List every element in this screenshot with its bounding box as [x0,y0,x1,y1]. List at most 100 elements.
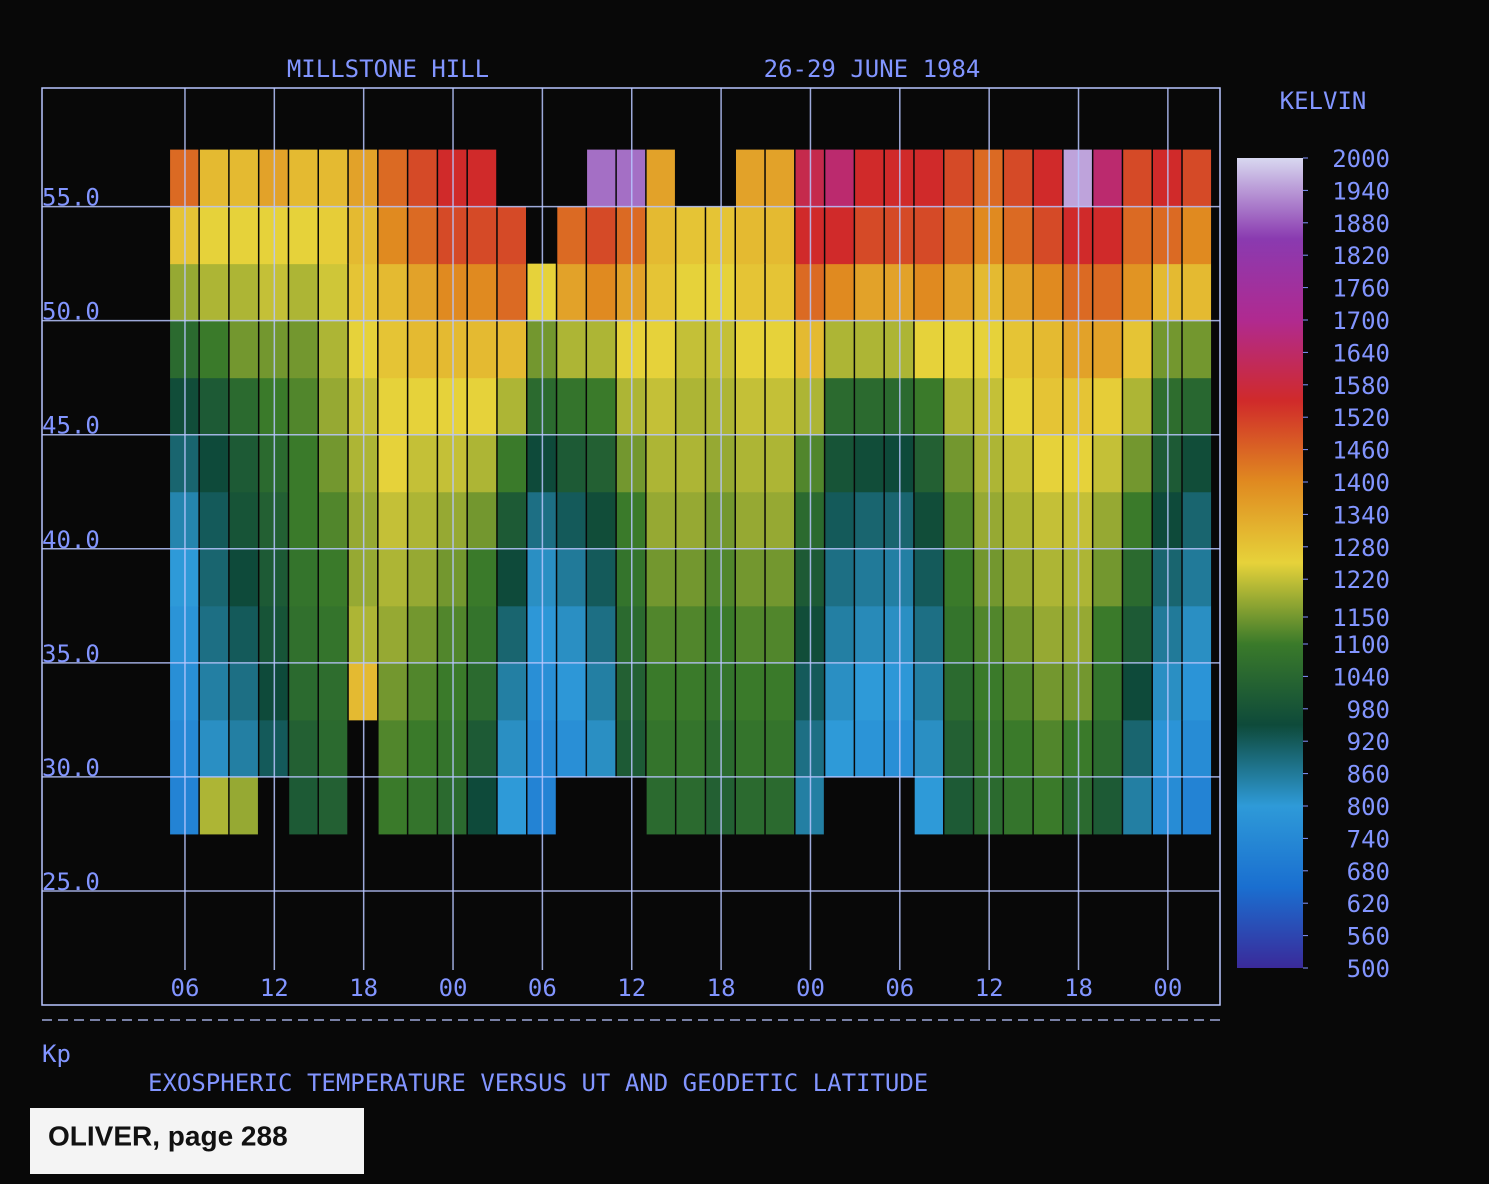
heat-cell [170,206,199,265]
heat-cell [497,548,526,607]
heat-cell [1182,776,1212,835]
heat-cell [408,719,437,778]
heat-cell [229,605,258,664]
heat-cell [1152,548,1182,607]
heat-cell [646,377,675,436]
heat-cell [1123,263,1152,322]
heat-cell [1123,320,1152,379]
heat-cell [170,719,199,778]
heat-cell [467,263,497,322]
heat-cell [1033,263,1063,322]
heat-cell [1182,377,1212,436]
heat-cell [646,719,675,778]
heat-cell [497,719,526,778]
heat-cell [170,776,199,835]
colorbar-tick-label: 1580 [1332,372,1390,400]
heat-cell [1004,377,1033,436]
heat-cell [1152,434,1182,493]
heat-cell [765,662,795,721]
x-tick-label: 06 [885,974,914,1002]
heat-cell [408,206,437,265]
heat-cell [378,149,407,208]
heat-cell [855,206,884,265]
heat-cell [1063,149,1092,208]
x-tick-label: 00 [796,974,825,1002]
colorbar-tick-label: 740 [1347,825,1390,853]
heat-cell [229,320,258,379]
heat-cell [795,662,824,721]
heat-cell [199,434,229,493]
heat-cell [825,320,854,379]
heat-cell [735,491,765,550]
heat-cell [378,662,407,721]
heat-cell [199,548,229,607]
heat-cell [497,605,526,664]
heat-cell [289,605,318,664]
heat-cell [557,206,586,265]
heat-cell [170,149,199,208]
heat-cell [199,605,229,664]
heat-cell [319,776,348,835]
heat-cell [855,719,884,778]
heat-cell [1123,206,1152,265]
colorbar-tick-label: 1340 [1332,501,1390,529]
heat-cell [765,491,795,550]
heat-cell [199,491,229,550]
heat-cell [289,149,318,208]
heat-cell [289,491,318,550]
heat-cell [497,662,526,721]
heat-cell [1152,377,1182,436]
heat-cell [1093,491,1122,550]
heat-cell [1004,548,1033,607]
heat-cell [944,149,973,208]
heat-cell [587,206,616,265]
heat-cell [170,377,199,436]
heat-cell [1123,548,1152,607]
heat-cell [944,206,973,265]
heat-cell [1123,719,1152,778]
heat-cell [378,377,407,436]
heat-cell [408,776,437,835]
heat-cell [944,719,973,778]
heat-cell [795,776,824,835]
heat-cell [289,719,318,778]
heat-cell [735,548,765,607]
heat-cell [944,320,973,379]
heat-cell [914,149,943,208]
heat-cell [765,776,795,835]
kp-label: Kp [42,1040,71,1068]
colorbar-tick-label: 1150 [1332,604,1390,632]
heat-cell [676,377,705,436]
heat-cell [676,605,705,664]
x-tick-label: 18 [1064,974,1093,1002]
heat-cell [735,149,765,208]
heat-cell [587,377,616,436]
colorbar-tick-label: 860 [1347,761,1390,789]
heat-cell [408,320,437,379]
heat-cell [170,491,199,550]
heat-cell [1152,662,1182,721]
heat-cell [229,434,258,493]
heat-cell [199,377,229,436]
heat-cell [408,263,437,322]
heat-cell [319,662,348,721]
heat-cell [825,491,854,550]
heat-cell [229,377,258,436]
heat-cell [199,263,229,322]
heat-cell [170,662,199,721]
heat-cell [408,149,437,208]
heat-cell [914,662,943,721]
heat-cell [1063,776,1092,835]
heat-cell [467,491,497,550]
heat-cell [1033,719,1063,778]
heat-cell [944,491,973,550]
heat-cell [1182,149,1212,208]
heat-cell [319,434,348,493]
heat-cell [557,662,586,721]
heat-cell [1033,320,1063,379]
x-tick-label: 00 [439,974,468,1002]
heat-cell [914,320,943,379]
colorbar-tick-label: 620 [1347,890,1390,918]
heat-cell [289,206,318,265]
